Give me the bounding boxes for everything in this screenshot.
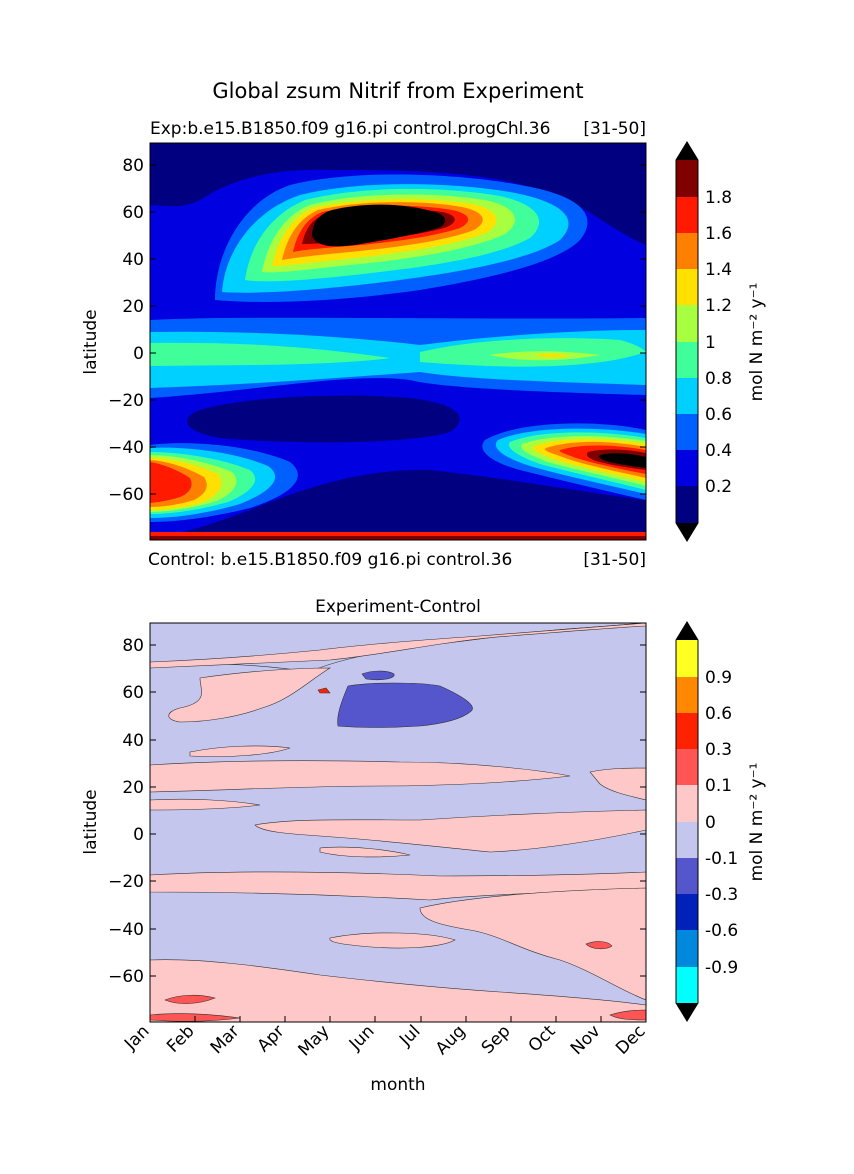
- bottom-ytick-label: −20: [108, 872, 144, 892]
- top-colorbar-tick: 0.4: [705, 441, 732, 461]
- bottom-ytick-label: 80: [122, 636, 144, 656]
- top-ytick-label: −20: [108, 391, 144, 411]
- top-ytick-label: 60: [122, 203, 144, 223]
- bottom-colorbar-tick: 0: [705, 813, 716, 833]
- bottom-xtick-label: Feb: [163, 1021, 198, 1056]
- bottom-colorbar-tick: -0.6: [705, 921, 738, 941]
- top-colorbar-label: mol N m⁻² y⁻¹: [747, 283, 767, 402]
- top-title-right: [31-50]: [583, 119, 646, 139]
- bottom-contour-field: [150, 623, 646, 1022]
- top-ytick-label: 0: [133, 344, 144, 364]
- bottom-ytick-label: 0: [133, 825, 144, 845]
- bottom-y-axis: 80 60 40 20 0 −20 −40 −60: [108, 636, 646, 987]
- bottom-xtick-label: Jan: [120, 1021, 153, 1054]
- top-ytick-label: −40: [108, 438, 144, 458]
- bottom-colorbar-tick: -0.9: [705, 958, 738, 978]
- bottom-xtick-label: Oct: [525, 1021, 560, 1056]
- bottom-y-axis-label: latitude: [81, 789, 101, 854]
- bottom-ytick-label: 60: [122, 683, 144, 703]
- bottom-colorbar-tick: 0.1: [705, 776, 732, 796]
- bottom-colorbar-tick: 0.6: [705, 704, 732, 724]
- bottom-ytick-label: −40: [108, 920, 144, 940]
- top-colorbar-tick: 0.2: [705, 477, 732, 497]
- bottom-colorbar-over-arrow: [676, 622, 698, 640]
- top-ytick-label: 40: [122, 250, 144, 270]
- top-footer-right: [31-50]: [583, 550, 646, 570]
- bottom-title: Experiment-Control: [315, 597, 481, 617]
- bottom-xtick-label: Jun: [345, 1021, 379, 1055]
- top-colorbar-under-arrow: [676, 523, 698, 541]
- bottom-ytick-label: 40: [122, 731, 144, 751]
- top-colorbar-tick: 1.4: [705, 260, 732, 280]
- top-title-left: Exp:b.e15.B1850.f09 g16.pi control.progC…: [150, 119, 550, 139]
- bottom-colorbar-label: mol N m⁻² y⁻¹: [747, 763, 767, 882]
- top-plot-frame: [149, 142, 647, 541]
- bottom-colorbar-tick: 0.3: [705, 740, 732, 760]
- bottom-xtick-label: Apr: [254, 1021, 289, 1056]
- bottom-colorbar-under-arrow: [676, 1003, 698, 1021]
- bottom-xtick-label: Jul: [395, 1021, 424, 1050]
- bottom-xtick-label: Sep: [478, 1021, 515, 1058]
- figure-title: Global zsum Nitrif from Experiment: [212, 79, 583, 103]
- bottom-xtick-label: Nov: [567, 1021, 605, 1059]
- top-colorbar-tick: 1.8: [705, 188, 732, 208]
- bottom-ytick-label: −60: [108, 967, 144, 987]
- top-y-axis: 80 60 40 20 0 −20 −40 −60: [108, 156, 646, 505]
- top-colorbar-tick: 1.2: [705, 296, 732, 316]
- top-colorbar-tick: 0.6: [705, 405, 732, 425]
- top-footer-left: Control: b.e15.B1850.f09 g16.pi control.…: [148, 550, 512, 570]
- top-colorbar-tick: 0.8: [705, 369, 732, 389]
- top-colorbar: 0.2 0.4 0.6 0.8 1 1.2 1.4 1.6 1.8: [675, 141, 732, 542]
- bottom-colorbar-tick: -0.3: [705, 885, 738, 905]
- bottom-colorbar: 0.9 0.6 0.3 0.1 0 -0.1 -0.3 -0.6 -0.9: [675, 621, 738, 1022]
- top-ytick-label: 20: [122, 297, 144, 317]
- top-contour-field: [150, 143, 646, 540]
- top-y-axis-label: latitude: [81, 309, 101, 374]
- bottom-xtick-label: Dec: [612, 1021, 649, 1058]
- top-ytick-label: 80: [122, 156, 144, 176]
- bottom-xtick-label: May: [295, 1021, 334, 1060]
- top-colorbar-tick: 1: [705, 333, 716, 353]
- top-colorbar-tick: 1.6: [705, 224, 732, 244]
- bottom-colorbar-tick: -0.1: [705, 849, 738, 869]
- bottom-xtick-label: Aug: [432, 1021, 470, 1059]
- bottom-xtick-label: Mar: [207, 1021, 244, 1058]
- top-ytick-label: −60: [108, 485, 144, 505]
- bottom-x-axis: Jan Feb Mar Apr May Jun Jul Aug Sep Oct …: [120, 1016, 650, 1060]
- top-colorbar-over-arrow: [676, 142, 698, 160]
- bottom-x-axis-label: month: [370, 1075, 425, 1095]
- bottom-colorbar-tick: 0.9: [705, 668, 732, 688]
- bottom-plot-frame: [149, 622, 647, 1023]
- bottom-ytick-label: 20: [122, 778, 144, 798]
